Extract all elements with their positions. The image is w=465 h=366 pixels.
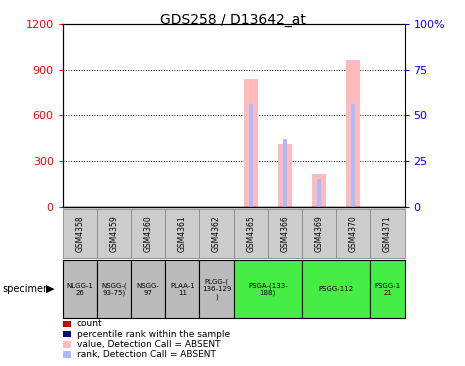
- Bar: [131, 260, 165, 318]
- Text: GDS258 / D13642_at: GDS258 / D13642_at: [159, 13, 306, 27]
- Text: PSGG-112: PSGG-112: [319, 286, 354, 292]
- Bar: [199, 209, 233, 258]
- Text: GSM4369: GSM4369: [315, 215, 324, 252]
- Bar: [351, 104, 355, 207]
- Text: PLAA-1
11: PLAA-1 11: [170, 283, 195, 296]
- Bar: [370, 260, 405, 318]
- Text: GSM4362: GSM4362: [212, 215, 221, 252]
- Bar: [63, 260, 97, 318]
- Text: PSGA-(133-
188): PSGA-(133- 188): [248, 282, 288, 296]
- Text: NLGG-1
26: NLGG-1 26: [66, 283, 93, 296]
- Text: GSM4359: GSM4359: [110, 215, 119, 252]
- Bar: [346, 60, 360, 207]
- Bar: [336, 209, 370, 258]
- Text: GSM4361: GSM4361: [178, 215, 187, 252]
- Text: count: count: [77, 320, 102, 328]
- Text: GSM4365: GSM4365: [246, 215, 255, 252]
- Bar: [63, 209, 97, 258]
- Text: NSGG-
97: NSGG- 97: [137, 283, 159, 296]
- Bar: [312, 174, 326, 207]
- Bar: [97, 209, 131, 258]
- Bar: [165, 209, 199, 258]
- Text: specimen: specimen: [2, 284, 50, 294]
- Text: PSGG-1
21: PSGG-1 21: [374, 283, 400, 296]
- Bar: [317, 179, 321, 207]
- Bar: [244, 79, 258, 207]
- Bar: [302, 260, 370, 318]
- Bar: [233, 209, 268, 258]
- Bar: [268, 209, 302, 258]
- Text: value, Detection Call = ABSENT: value, Detection Call = ABSENT: [77, 340, 220, 349]
- Bar: [370, 209, 405, 258]
- Bar: [97, 260, 131, 318]
- Bar: [199, 260, 233, 318]
- Text: GSM4370: GSM4370: [349, 215, 358, 252]
- Bar: [249, 104, 253, 207]
- Text: NSGG-(
93-75): NSGG-( 93-75): [101, 282, 127, 296]
- Bar: [278, 144, 292, 207]
- Text: GSM4366: GSM4366: [280, 215, 289, 252]
- Bar: [131, 209, 165, 258]
- Text: percentile rank within the sample: percentile rank within the sample: [77, 330, 230, 339]
- Text: GSM4358: GSM4358: [75, 215, 84, 252]
- Text: PLGG-(
136-129
): PLGG-( 136-129 ): [202, 279, 231, 300]
- Text: ▶: ▶: [46, 284, 55, 294]
- Bar: [302, 209, 336, 258]
- Text: GSM4371: GSM4371: [383, 215, 392, 252]
- Bar: [165, 260, 199, 318]
- Text: rank, Detection Call = ABSENT: rank, Detection Call = ABSENT: [77, 350, 216, 359]
- Text: GSM4360: GSM4360: [144, 215, 153, 252]
- Bar: [233, 260, 302, 318]
- Bar: [283, 139, 287, 207]
